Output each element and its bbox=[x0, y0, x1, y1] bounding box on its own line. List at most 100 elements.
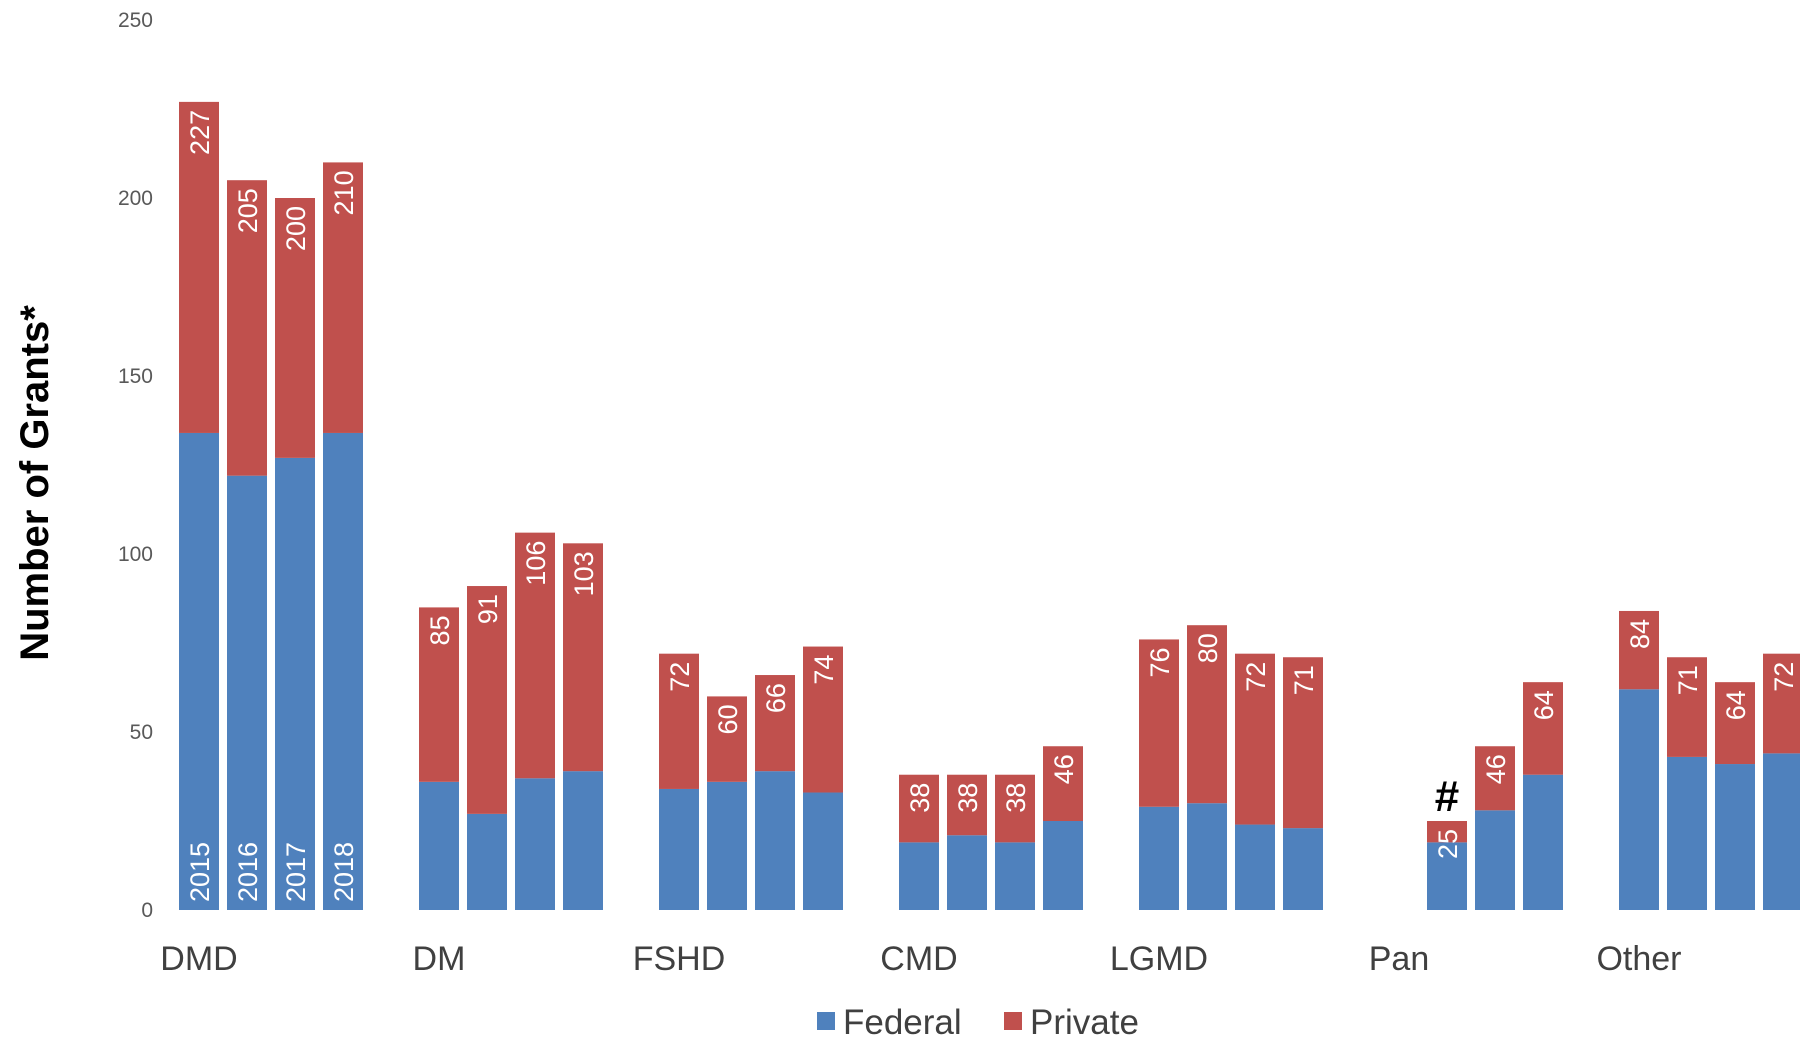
bar-total-label: 64 bbox=[1529, 690, 1559, 720]
bar-total-label: 72 bbox=[1241, 662, 1271, 692]
bar-total-label: 76 bbox=[1145, 647, 1175, 677]
bar-federal bbox=[1523, 774, 1563, 910]
bar-federal bbox=[467, 813, 507, 910]
bar-private bbox=[1427, 821, 1467, 843]
bar-federal bbox=[659, 788, 699, 910]
bar-total-label: 205 bbox=[233, 188, 263, 233]
bar-federal bbox=[1139, 806, 1179, 910]
bar-private bbox=[947, 774, 987, 836]
bar-total-label: 210 bbox=[329, 170, 359, 215]
bar-total-label: 25 bbox=[1433, 829, 1463, 859]
bar-total-label: 38 bbox=[953, 783, 983, 813]
legend-label: Federal bbox=[843, 1003, 962, 1037]
category-label: CMD bbox=[880, 940, 957, 978]
bar-federal bbox=[995, 842, 1035, 910]
missing-data-marker: # bbox=[1435, 772, 1459, 821]
bar-private bbox=[563, 543, 603, 772]
bar-private bbox=[275, 198, 315, 458]
bar-total-label: 72 bbox=[665, 662, 695, 692]
bar-total-label: 85 bbox=[425, 615, 455, 645]
bar-private bbox=[467, 586, 507, 814]
bar-federal bbox=[1715, 764, 1755, 910]
category-label: Other bbox=[1596, 940, 1681, 978]
bar-federal bbox=[1235, 824, 1275, 910]
y-tick-label: 200 bbox=[118, 187, 153, 210]
bar-federal bbox=[1187, 803, 1227, 910]
y-tick-label: 0 bbox=[141, 899, 153, 922]
legend-swatch bbox=[817, 1012, 835, 1030]
bar-total-label: 103 bbox=[569, 551, 599, 596]
bar-total-label: 46 bbox=[1481, 754, 1511, 784]
bar-total-label: 72 bbox=[1769, 662, 1799, 692]
bar-year-label: 2017 bbox=[281, 842, 311, 902]
bar-total-label: 46 bbox=[1049, 754, 1079, 784]
bar-total-label: 80 bbox=[1193, 633, 1223, 663]
y-axis-label: Number of Grants* bbox=[13, 305, 57, 661]
bars: 227 2015 205 2016 200 2017 210 2018 85 91 106 103 72… bbox=[179, 101, 1800, 910]
bar-federal bbox=[899, 842, 939, 910]
bar-private bbox=[1043, 746, 1083, 821]
category-label: DM bbox=[413, 940, 466, 978]
bar-federal bbox=[1667, 756, 1707, 910]
bar-private bbox=[659, 653, 699, 789]
bar-private bbox=[1187, 625, 1227, 804]
bar-total-label: 74 bbox=[809, 655, 839, 685]
category-labels: DMD DM FSHD CMD LGMD Pan Other bbox=[160, 940, 1681, 978]
category-label: DMD bbox=[160, 940, 237, 978]
bar-year-label: 2015 bbox=[185, 842, 215, 902]
bar-federal bbox=[803, 792, 843, 910]
bar-private bbox=[899, 774, 939, 843]
bar-private bbox=[227, 180, 267, 476]
bar-total-label: 200 bbox=[281, 206, 311, 251]
bar-private bbox=[1139, 639, 1179, 807]
bar-total-label: 64 bbox=[1721, 690, 1751, 720]
bar-federal bbox=[1043, 821, 1083, 910]
bar-total-label: 91 bbox=[473, 594, 503, 624]
y-axis: 0 50 100 150 200 250 bbox=[118, 9, 153, 922]
bar-private bbox=[755, 675, 795, 772]
y-tick-label: 250 bbox=[118, 9, 153, 32]
bar-total-label: 38 bbox=[905, 783, 935, 813]
bar-private bbox=[707, 696, 747, 782]
bar-private bbox=[1283, 657, 1323, 829]
legend-swatch bbox=[1004, 1012, 1022, 1030]
bar-private bbox=[323, 162, 363, 433]
bar-total-label: 71 bbox=[1289, 665, 1319, 695]
bar-private bbox=[1763, 653, 1800, 754]
bar-year-label: 2016 bbox=[233, 842, 263, 902]
bar-private bbox=[1619, 610, 1659, 690]
bar-private bbox=[803, 646, 843, 793]
bar-federal bbox=[515, 778, 555, 910]
y-tick-label: 50 bbox=[130, 721, 153, 744]
bar-federal bbox=[563, 771, 603, 910]
bar-total-label: 227 bbox=[185, 110, 215, 155]
bar-total-label: 60 bbox=[713, 704, 743, 734]
bar-total-label: 84 bbox=[1625, 619, 1655, 649]
bar-private bbox=[515, 532, 555, 779]
category-label: Pan bbox=[1369, 940, 1430, 978]
bar-federal bbox=[755, 771, 795, 910]
bar-federal bbox=[707, 781, 747, 910]
category-label: LGMD bbox=[1110, 940, 1208, 978]
legend-label: Private bbox=[1030, 1003, 1139, 1037]
bar-private bbox=[1235, 653, 1275, 825]
bar-total-label: 66 bbox=[761, 683, 791, 713]
bar-total-label: 38 bbox=[1001, 783, 1031, 813]
bar-federal bbox=[1427, 842, 1467, 910]
bar-total-label: 71 bbox=[1673, 665, 1703, 695]
bar-federal bbox=[1763, 753, 1800, 910]
bar-federal bbox=[323, 432, 363, 910]
bar-federal bbox=[1475, 810, 1515, 910]
legend: Federal Private bbox=[817, 1003, 1139, 1037]
y-tick-label: 100 bbox=[118, 543, 153, 566]
bar-private bbox=[179, 101, 219, 433]
bar-federal bbox=[1283, 828, 1323, 910]
bar-private bbox=[995, 774, 1035, 843]
bar-private bbox=[1475, 746, 1515, 811]
bar-federal bbox=[419, 781, 459, 910]
bar-private bbox=[1523, 682, 1563, 775]
bar-private bbox=[419, 607, 459, 782]
bar-private bbox=[1715, 682, 1755, 765]
bar-federal bbox=[227, 475, 267, 910]
